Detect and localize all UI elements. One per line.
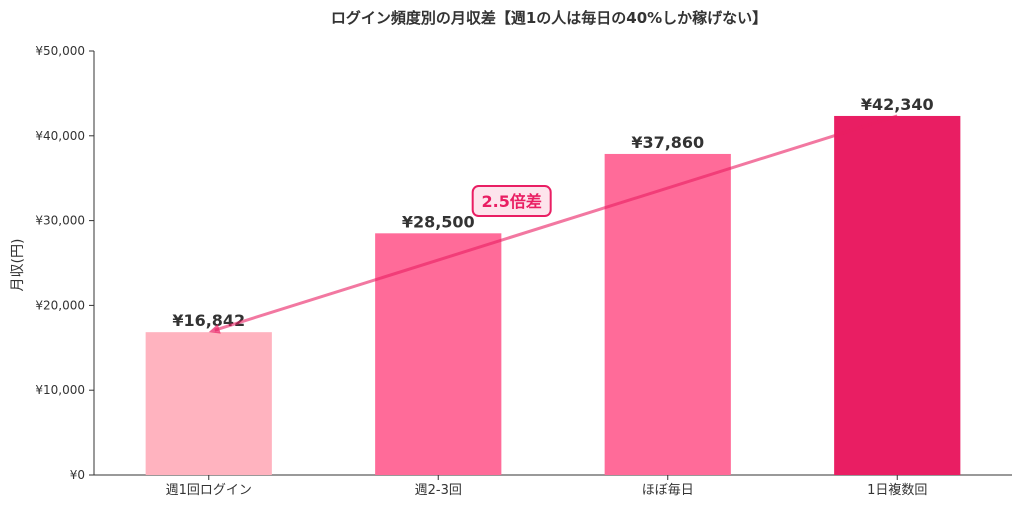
x-tick-label: ほぼ毎日: [642, 482, 694, 498]
annotation-arrowhead: [208, 324, 221, 334]
bar: [145, 332, 272, 475]
data-label: ¥37,860: [631, 133, 704, 152]
axes: ¥0 ¥10,000 ¥20,000 ¥30,000 ¥40,000 ¥50,000 週1回…: [35, 44, 1012, 498]
bars: [145, 115, 961, 476]
y-tick-label: ¥40,000: [35, 129, 85, 143]
x-tick-label: 週1回ログイン: [166, 483, 252, 498]
y-tick-label: ¥50,000: [35, 44, 85, 58]
annotation: 2.5倍差: [208, 114, 898, 334]
y-tick-label: ¥0: [70, 468, 85, 482]
bar: [604, 153, 731, 475]
y-tick-label: ¥30,000: [35, 214, 85, 228]
annotation-arrow: [214, 114, 898, 332]
bar: [834, 115, 961, 476]
x-tick-label: 1日複数回: [867, 482, 927, 498]
bar: [375, 233, 502, 475]
data-label: ¥16,842: [172, 311, 245, 330]
x-tick-label: 週2-3回: [415, 483, 462, 498]
annotation-box: [471, 185, 552, 218]
y-tick-label: ¥10,000: [35, 383, 85, 397]
data-label: ¥42,340: [861, 95, 934, 114]
y-tick-label: ¥20,000: [35, 298, 85, 312]
annotation-label: 2.5倍差: [482, 192, 542, 211]
chart-title: ログイン頻度別の月収差【週1の人は毎日の40%しか稼げない】: [331, 9, 767, 27]
y-axis-label: 月収(円): [10, 239, 26, 292]
data-labels: ¥16,842 ¥28,500 ¥37,860 ¥42,340: [172, 95, 933, 330]
data-label: ¥28,500: [402, 212, 475, 231]
